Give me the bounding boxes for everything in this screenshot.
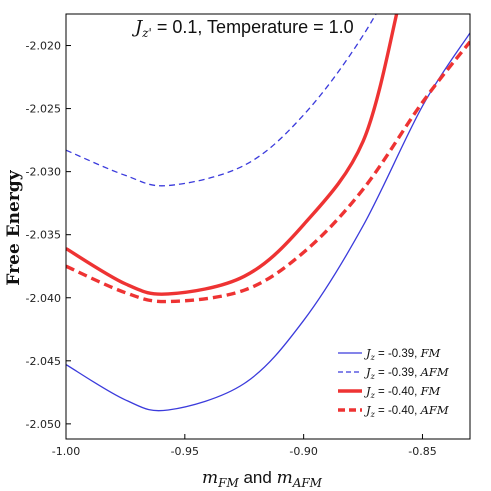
y-tick-label: -2.025 xyxy=(26,103,61,116)
series-line-4 xyxy=(66,40,470,304)
y-tick-label: -2.040 xyxy=(26,292,61,305)
curves xyxy=(66,14,470,412)
x-axis-title: mFM and mAFM xyxy=(202,468,323,490)
y-tick-label: -2.020 xyxy=(26,40,61,53)
series-line-3 xyxy=(66,14,399,296)
chart-title: Jz' = 0.1, Temperature = 1.0 xyxy=(131,17,354,40)
plot-frame xyxy=(65,13,471,440)
y-axis-title: Free Energy xyxy=(4,169,24,285)
legend-label-3: Jz = -0.40, FM xyxy=(364,384,442,400)
legend-label-2: Jz = -0.39, AFM xyxy=(364,365,450,381)
y-tick-label: -2.035 xyxy=(26,229,61,242)
x-tick-label: -0.95 xyxy=(171,445,199,458)
series-line-2 xyxy=(66,14,377,187)
series-line-1 xyxy=(66,32,470,412)
x-tick-label: -0.85 xyxy=(408,445,436,458)
ticks: -1.00 -0.95 -0.90 -0.85 -2.050 -2.045 -2.040 -2… xyxy=(26,40,437,458)
x-tick-label: -1.00 xyxy=(52,445,80,458)
y-tick-label: -2.050 xyxy=(26,418,61,431)
legend: Jz = -0.39, FM Jz = -0.39, AFM Jz = -0.40,… xyxy=(338,346,450,419)
legend-label-4: Jz = -0.40, AFM xyxy=(364,403,450,419)
x-tick-label: -0.90 xyxy=(289,445,317,458)
y-tick-label: -2.045 xyxy=(26,355,61,368)
y-tick-label: -2.030 xyxy=(26,166,61,179)
legend-label-1: Jz = -0.39, FM xyxy=(364,346,442,362)
